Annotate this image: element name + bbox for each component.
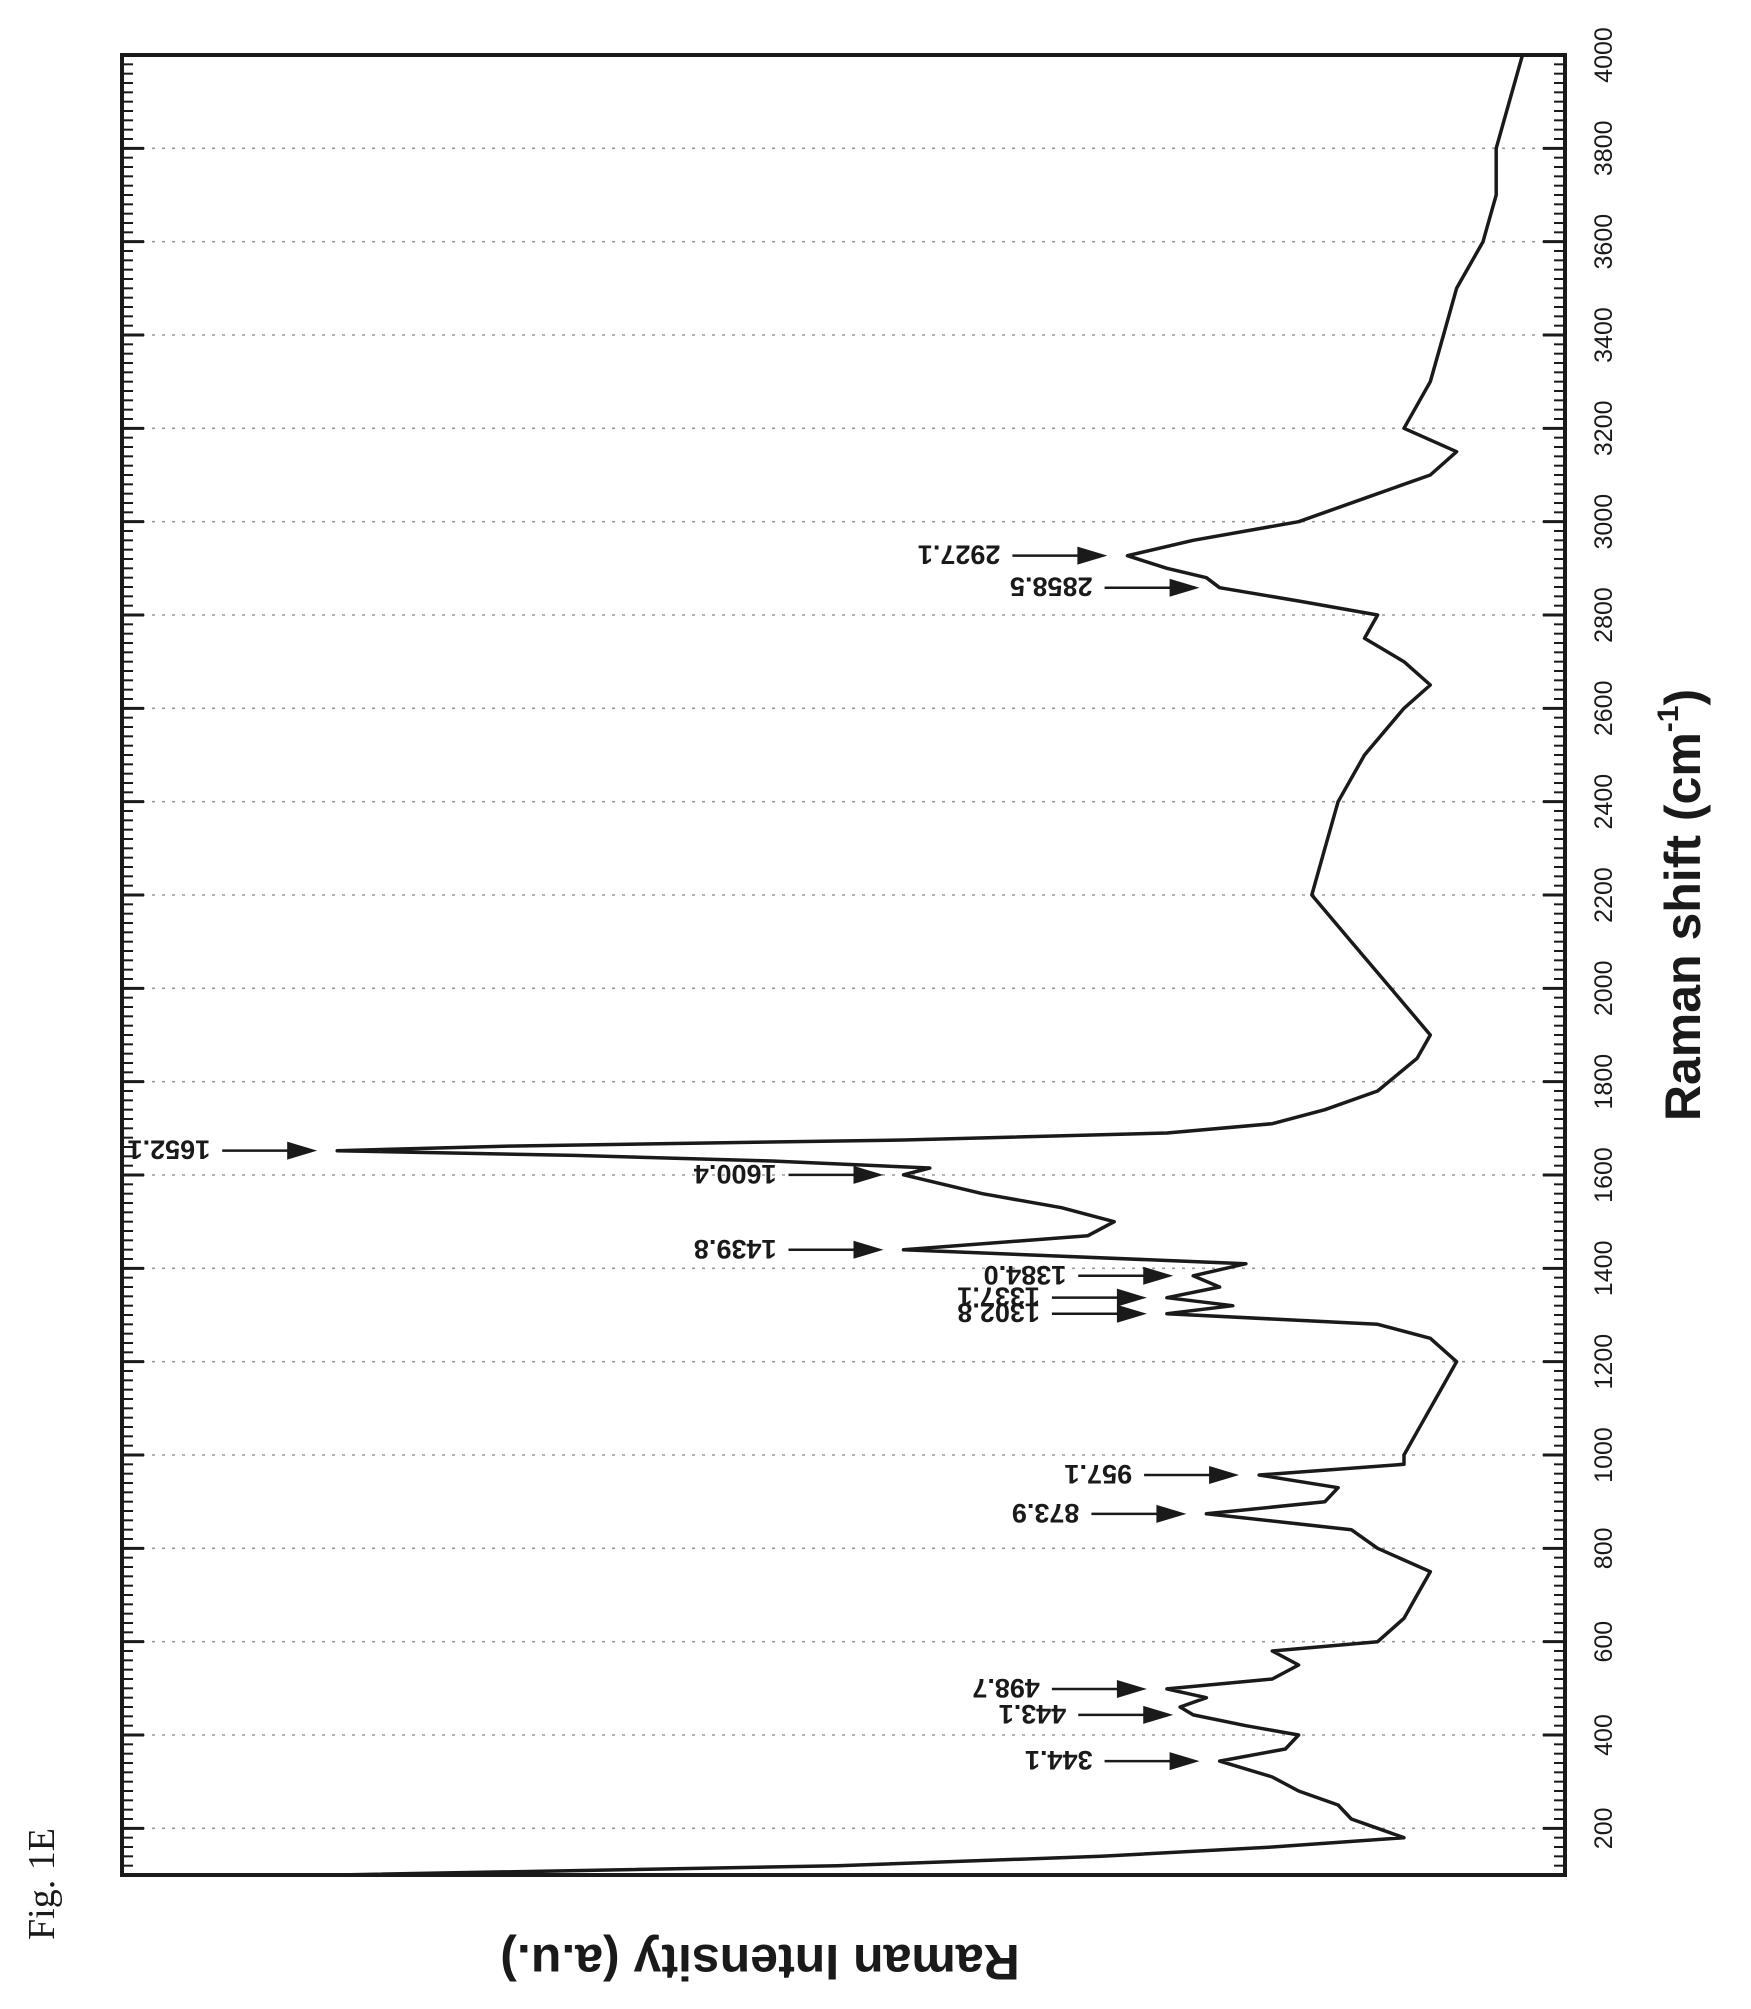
x-tick-label: 2400 <box>1590 774 1618 830</box>
peak-label: 873.9 <box>1012 1498 1080 1528</box>
x-tick-label: 800 <box>1590 1527 1618 1569</box>
x-tick-label: 1200 <box>1590 1334 1618 1390</box>
x-tick-label: 3600 <box>1590 214 1618 270</box>
x-tick-label: 3200 <box>1590 401 1618 457</box>
peak-label: 957.1 <box>1065 1459 1133 1489</box>
annotation-arrowhead <box>1169 578 1200 597</box>
peak-label: 1600.4 <box>694 1159 777 1189</box>
peak-label: 2858.5 <box>1010 572 1093 602</box>
peak-label: 344.1 <box>1025 1745 1093 1775</box>
x-axis-title-sup: -1 <box>1652 706 1685 733</box>
x-axis-title-main: Raman shift (cm <box>1655 732 1711 1121</box>
annotation-arrowhead <box>1116 1288 1147 1307</box>
plot-frame <box>120 53 1567 1877</box>
spectrum-line <box>335 54 1525 1877</box>
annotation-arrowhead <box>1116 1679 1147 1698</box>
x-tick-labels: 200 400 600 800 1000 1200 1400 1600 1800 2000 2200… <box>1590 27 1618 1849</box>
x-tick-label: 400 <box>1590 1714 1618 1756</box>
peak-label: 2927.1 <box>918 540 1001 570</box>
x-tick-label: 2000 <box>1590 961 1618 1017</box>
annotation-arrowhead <box>1116 1304 1147 1323</box>
peak-label: 1439.8 <box>694 1234 777 1264</box>
x-tick-label: 3800 <box>1590 121 1618 177</box>
x-tick-label: 2800 <box>1590 587 1618 643</box>
peak-label: 1337.1 <box>957 1282 1040 1312</box>
annotation-arrowhead <box>1209 1466 1240 1485</box>
peak-label: 1302.8 <box>957 1298 1040 1328</box>
annotation-arrowhead <box>853 1165 884 1184</box>
peak-label: 1384.0 <box>984 1260 1067 1290</box>
x-tick-label: 4000 <box>1590 27 1618 83</box>
x-tick-label: 200 <box>1590 1807 1618 1849</box>
annotation-arrowhead <box>1143 1266 1174 1285</box>
grid-lines <box>122 54 1565 1830</box>
x-axis-title-close: ) <box>1655 689 1711 706</box>
annotation-arrowhead <box>853 1240 884 1259</box>
peak-label: 1652.1 <box>128 1135 211 1165</box>
x-tick-label: 1400 <box>1590 1241 1618 1297</box>
x-tick-label: 1000 <box>1590 1427 1618 1483</box>
y-axis-title: Raman Intensity (a.u.) <box>500 1934 1020 1990</box>
annotation-arrowhead <box>1169 1752 1200 1771</box>
x-tick-label: 1600 <box>1590 1147 1618 1203</box>
annotation-arrowhead <box>1143 1705 1174 1724</box>
x-tick-label: 3000 <box>1590 494 1618 550</box>
x-tick-label: 2200 <box>1590 867 1618 923</box>
x-tick-label: 600 <box>1590 1621 1618 1663</box>
annotation-arrowhead <box>1077 546 1108 565</box>
annotation-arrowhead <box>287 1141 318 1160</box>
peak-label: 443.1 <box>999 1699 1067 1729</box>
annotation-arrowhead <box>1156 1504 1187 1523</box>
x-tick-label: 1800 <box>1590 1054 1618 1110</box>
peak-label: 498.7 <box>972 1673 1040 1703</box>
x-axis-title: Raman shift (cm-1) <box>1652 689 1711 1121</box>
x-tick-label: 2600 <box>1590 681 1618 737</box>
tick-marks <box>122 53 1565 1867</box>
x-tick-label: 3400 <box>1590 307 1618 363</box>
